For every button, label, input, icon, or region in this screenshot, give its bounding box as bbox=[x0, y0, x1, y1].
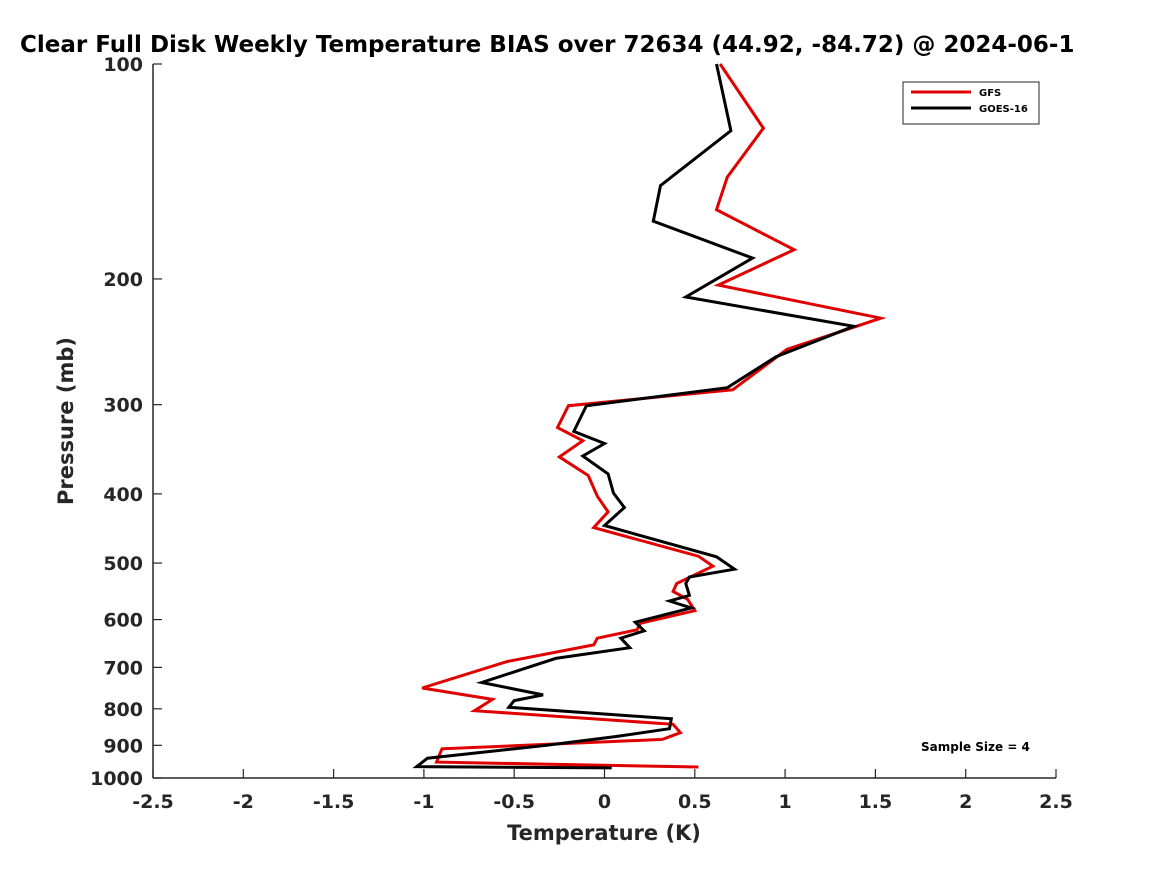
legend-label: GOES-16 bbox=[979, 104, 1028, 115]
y-tick-label: 1000 bbox=[90, 768, 143, 790]
series-line-gfs bbox=[421, 63, 887, 769]
y-tick-label: 800 bbox=[103, 699, 143, 721]
x-tick-label: 0 bbox=[598, 791, 611, 813]
y-tick-label: 300 bbox=[103, 395, 143, 417]
x-tick-label: -0.5 bbox=[493, 791, 535, 813]
y-tick-label: 900 bbox=[103, 735, 143, 757]
x-tick-label: 0.5 bbox=[678, 791, 712, 813]
x-tick-label: -1 bbox=[413, 791, 434, 813]
sample-size-annotation: Sample Size = 4 bbox=[921, 740, 1030, 754]
x-tick-label: 2 bbox=[959, 791, 972, 813]
x-tick-label: -2.5 bbox=[132, 791, 174, 813]
y-axis-title: Pressure (mb) bbox=[54, 337, 78, 505]
y-tick-label: 200 bbox=[103, 269, 143, 291]
series-line-goes-16 bbox=[412, 63, 860, 770]
x-tick-label: 1 bbox=[778, 791, 791, 813]
chart-title: Clear Full Disk Weekly Temperature BIAS … bbox=[20, 32, 1074, 58]
legend: GFS GOES-16 bbox=[902, 81, 1040, 125]
y-tick-label: 600 bbox=[103, 610, 143, 632]
x-tick-label: -1.5 bbox=[313, 791, 355, 813]
y-tick-label: 700 bbox=[103, 657, 143, 679]
y-tick-label: 500 bbox=[103, 553, 143, 575]
plot-area bbox=[412, 63, 887, 770]
x-tick-label: 2.5 bbox=[1039, 791, 1073, 813]
axes: -2.5 -2 -1.5 -1 -0.5 0 0.5 1 1.5 2 2.5 100 200 300 400… bbox=[90, 54, 1073, 813]
legend-box bbox=[902, 81, 1040, 125]
y-tick-label: 400 bbox=[103, 484, 143, 506]
x-tick-label: 1.5 bbox=[859, 791, 893, 813]
legend-label: GFS bbox=[979, 88, 1001, 99]
y-tick-label: 100 bbox=[103, 54, 143, 76]
x-axis-title: Temperature (K) bbox=[507, 821, 701, 845]
x-tick-label: -2 bbox=[233, 791, 254, 813]
